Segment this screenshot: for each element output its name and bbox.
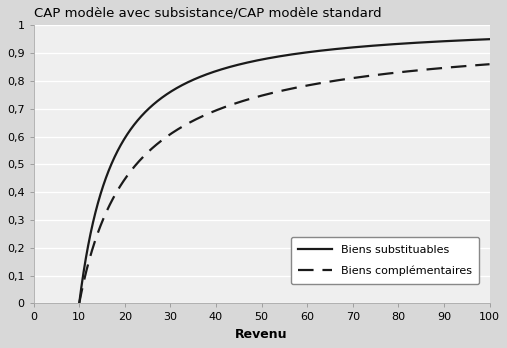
Biens substituables [457, 38, 463, 42]
Legend: Biens substituables, Biens complémentaires: Biens substituables, Biens complémentair… [291, 237, 480, 284]
Biens complémentaires [157, 140, 163, 144]
Biens complémentaires [360, 74, 366, 79]
Biens complémentaires [274, 90, 280, 94]
Biens complémentaires [446, 65, 452, 70]
Biens substituables [360, 45, 366, 49]
Biens substituables [459, 38, 465, 42]
Biens complémentaires [457, 64, 463, 69]
Biens substituables [446, 39, 452, 43]
X-axis label: Revenu: Revenu [235, 328, 288, 341]
Line: Biens substituables: Biens substituables [79, 39, 490, 303]
Biens substituables [157, 97, 163, 102]
Biens complémentaires [76, 301, 82, 306]
Biens substituables [76, 301, 82, 306]
Line: Biens complémentaires: Biens complémentaires [79, 64, 490, 303]
Text: CAP modèle avec subsistance/CAP modèle standard: CAP modèle avec subsistance/CAP modèle s… [33, 7, 381, 20]
Biens complémentaires [487, 62, 493, 66]
Biens substituables [487, 37, 493, 41]
Biens complémentaires [459, 64, 465, 68]
Biens substituables [274, 55, 280, 59]
